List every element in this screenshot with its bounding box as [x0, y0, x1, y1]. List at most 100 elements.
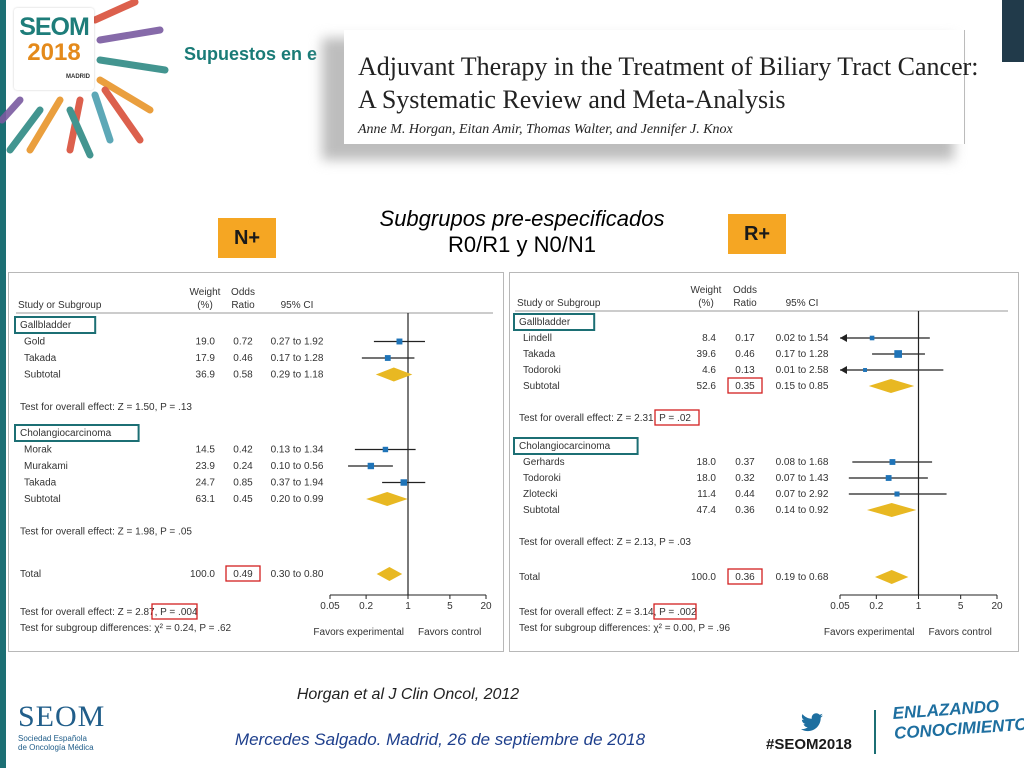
- study-name: Takada: [24, 353, 57, 364]
- subtotal-odds-ratio: 0.36: [735, 505, 755, 516]
- footer-org-line1: Sociedad Española: [18, 734, 87, 743]
- overall-effect-test: Test for overall effect: Z = 1.98, P = .…: [20, 527, 192, 538]
- subgroup-label: Cholangiocarcinoma: [519, 441, 611, 452]
- study-name: Gerhards: [523, 457, 565, 468]
- subtotal-ci: 0.20 to 0.99: [271, 494, 324, 505]
- x-axis-tick-label: 1: [916, 601, 922, 612]
- paper-title-line1: Adjuvant Therapy in the Treatment of Bil…: [358, 52, 979, 81]
- badge-r-plus: R+: [728, 214, 786, 254]
- study-odds-ratio: 0.13: [735, 365, 755, 376]
- study-name: Takada: [24, 478, 57, 489]
- test-subgroup-differences: Test for subgroup differences: χ² = 0.00…: [519, 623, 731, 634]
- twitter-icon: [801, 713, 823, 732]
- study-weight: 8.4: [702, 333, 716, 344]
- study-odds-ratio: 0.32: [735, 473, 755, 484]
- footer-org-line2: de Oncología Médica: [18, 743, 94, 752]
- study-marker: [889, 459, 896, 465]
- subtotal-ci: 0.15 to 0.85: [776, 381, 829, 392]
- footer-slogan: ENLAZANDO CONOCIMIENTO: [892, 695, 1024, 744]
- study-marker: [869, 335, 875, 341]
- subtotal-odds-ratio: 0.58: [233, 370, 253, 381]
- study-weight: 14.5: [196, 445, 216, 456]
- subtotal-odds-ratio: 0.35: [735, 381, 755, 392]
- subtotal-odds-ratio: 0.45: [233, 494, 253, 505]
- study-marker: [863, 368, 868, 372]
- study-name: Todoroki: [523, 473, 561, 484]
- study-odds-ratio: 0.46: [735, 349, 755, 360]
- study-name: Gold: [24, 337, 45, 348]
- highlight-box: [225, 565, 261, 582]
- study-weight: 39.6: [697, 349, 717, 360]
- total-odds-ratio: 0.36: [735, 572, 755, 583]
- paper-title-line2: A Systematic Review and Meta-Analysis: [358, 85, 786, 114]
- x-axis-tick-label: 20: [480, 601, 492, 612]
- axis-label-favors-experimental: Favors experimental: [313, 627, 404, 638]
- overall-effect-test: Test for overall effect: Z = 2.31, P = .…: [519, 413, 691, 424]
- ci-truncation-arrow: [840, 366, 847, 374]
- study-ci: 0.37 to 1.94: [271, 478, 324, 489]
- subgroup-box: [14, 316, 97, 334]
- study-odds-ratio: 0.17: [735, 333, 755, 344]
- subtotal-label: Subtotal: [523, 381, 560, 392]
- study-ci: 0.07 to 1.43: [776, 473, 829, 484]
- badge-n-plus: N+: [218, 218, 276, 258]
- x-axis-tick-label: 20: [991, 601, 1003, 612]
- col-header-ratio: Ratio: [231, 300, 255, 311]
- citation: Horgan et al J Clin Oncol, 2012: [296, 686, 520, 703]
- col-header-study: Study or Subgroup: [18, 300, 102, 311]
- subgroups-title-line1: Subgrupos pre-especificados: [379, 206, 665, 231]
- subgroup-box: [513, 313, 596, 331]
- axis-label-favors-control: Favors control: [418, 627, 481, 638]
- study-marker: [400, 479, 408, 486]
- study-name: Zlotecki: [523, 489, 557, 500]
- footer-divider: [874, 710, 876, 754]
- forest-plot-n-plus: Study or Subgroup Weight (%) Odds Ratio 95% C…: [8, 272, 504, 652]
- footer-seom-logo: SEOM: [18, 700, 106, 733]
- subtotal-weight: 36.9: [196, 370, 216, 381]
- study-odds-ratio: 0.85: [233, 478, 253, 489]
- x-axis-tick-label: 0.05: [830, 601, 850, 612]
- study-weight: 4.6: [702, 365, 716, 376]
- footer-hashtag: #SEOM2018: [766, 736, 852, 753]
- subtotal-label: Subtotal: [523, 505, 560, 516]
- subgroups-title-line2: R0/R1 y N0/N1: [448, 232, 596, 257]
- study-weight: 18.0: [697, 473, 717, 484]
- subtotal-label: Subtotal: [24, 494, 61, 505]
- logo-year: 2018: [27, 39, 81, 66]
- study-weight: 11.4: [697, 489, 716, 500]
- total-weight: 100.0: [190, 569, 215, 580]
- highlight-box: [654, 409, 700, 426]
- col-header-weight: Weight: [190, 287, 221, 298]
- study-odds-ratio: 0.72: [233, 337, 253, 348]
- study-name: Murakami: [24, 461, 68, 472]
- highlight-box: [727, 568, 763, 585]
- x-axis-tick-label: 0.2: [869, 601, 883, 612]
- col-header-study: Study or Subgroup: [517, 298, 601, 309]
- col-header-odds: Odds: [733, 285, 757, 296]
- x-axis-tick-label: 0.2: [359, 601, 373, 612]
- subgroups-title: Subgrupos pre-especificados R0/R1 y N0/N…: [330, 206, 714, 258]
- footer-author: Mercedes Salgado. Madrid, 26 de septiemb…: [234, 730, 646, 749]
- x-axis-tick-label: 1: [405, 601, 411, 612]
- subtotal-diamond: [375, 367, 413, 382]
- col-header-ci: 95% CI: [281, 300, 314, 311]
- highlight-box: [653, 603, 697, 620]
- paper-authors: Anne M. Horgan, Eitan Amir, Thomas Walte…: [358, 122, 733, 137]
- subtotal-diamond: [868, 379, 915, 393]
- right-edge-accent: [1002, 0, 1024, 62]
- subtotal-diamond: [366, 492, 408, 506]
- study-name: Morak: [24, 445, 53, 456]
- study-weight: 23.9: [196, 461, 216, 472]
- study-ci: 0.17 to 1.28: [776, 349, 829, 360]
- axis-label-favors-control: Favors control: [929, 627, 992, 638]
- seom-2018-logo: SEOM 2018 MADRID: [14, 8, 94, 90]
- study-ci: 0.27 to 1.92: [271, 337, 324, 348]
- footer-org-name: Sociedad Española de Oncología Médica: [18, 734, 94, 752]
- test-overall-effect: Test for overall effect: Z = 2.87, P = .…: [20, 607, 198, 618]
- subgroup-box: [14, 424, 140, 442]
- forest-plot-svg: Study or Subgroup Weight (%) Odds Ratio 95% C…: [14, 287, 493, 638]
- subtotal-weight: 52.6: [697, 381, 717, 392]
- col-header-weight: Weight: [691, 285, 722, 296]
- subtotal-label: Subtotal: [24, 370, 61, 381]
- subtotal-weight: 63.1: [196, 494, 216, 505]
